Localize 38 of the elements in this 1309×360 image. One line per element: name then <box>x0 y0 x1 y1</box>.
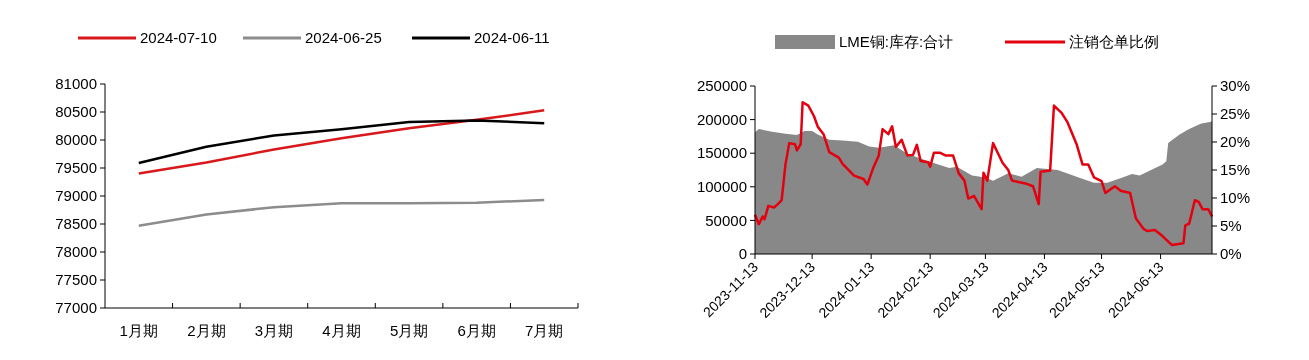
x-tick-label: 2月期 <box>187 322 226 339</box>
legend-label: 2024-06-25 <box>305 29 382 47</box>
y-tick-label: 0 <box>738 245 747 263</box>
y-tick-label: 79000 <box>55 187 97 205</box>
y-tick-label: 77000 <box>55 299 97 317</box>
y-tick-label: 50000 <box>705 211 747 229</box>
x-tick-label: 3月期 <box>254 322 294 339</box>
legend-label: 注销仓单比例 <box>1069 33 1159 51</box>
y-tick-label: 80500 <box>55 103 97 121</box>
x-tick-label: 7月期 <box>525 322 564 339</box>
line-series <box>137 198 546 227</box>
y-tick-label: 77500 <box>55 271 97 289</box>
x-tick-label: 5月期 <box>389 322 429 339</box>
line-series <box>753 100 1214 247</box>
legend-label: 2024-06-11 <box>474 29 550 47</box>
y2-tick-label: 15% <box>1220 161 1251 179</box>
y2-tick-label: 5% <box>1220 217 1242 235</box>
x-tick-label: 1月期 <box>119 322 158 339</box>
y-tick-label: 79500 <box>55 159 97 177</box>
y-tick-label: 81000 <box>55 75 97 93</box>
line-series <box>137 109 546 175</box>
legend-label: LME铜:库存:合计 <box>839 33 954 51</box>
y-tick-label: 200000 <box>696 110 747 128</box>
y2-tick-label: 0% <box>1220 245 1242 263</box>
y2-tick-label: 25% <box>1220 105 1251 123</box>
x-tick-label: 6月期 <box>457 322 496 339</box>
y-tick-label: 78000 <box>55 243 97 261</box>
y-tick-label: 100000 <box>696 178 747 196</box>
y-tick-label: 78500 <box>55 215 97 233</box>
line-series <box>137 119 546 165</box>
y2-tick-label: 30% <box>1220 77 1251 95</box>
y2-tick-label: 10% <box>1220 189 1251 207</box>
y-tick-label: 80000 <box>55 131 97 149</box>
y2-tick-label: 20% <box>1220 133 1251 151</box>
y-tick-label: 150000 <box>696 144 747 162</box>
x-tick-label: 4月期 <box>322 322 361 339</box>
legend-label: 2024-07-10 <box>140 29 217 47</box>
y-tick-label: 250000 <box>696 77 747 95</box>
